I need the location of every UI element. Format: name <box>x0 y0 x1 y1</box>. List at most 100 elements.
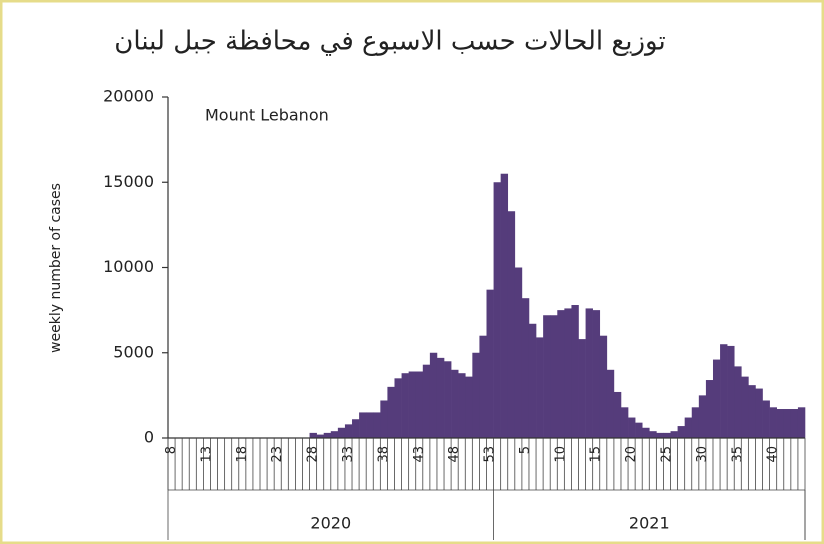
bar <box>359 412 367 438</box>
bar <box>741 376 749 438</box>
bar <box>387 386 395 438</box>
bar <box>797 407 806 438</box>
bar <box>444 361 452 438</box>
x-tick-label: 30 <box>695 446 710 463</box>
bar <box>705 380 714 438</box>
bar <box>613 391 622 438</box>
x-tick-label: 38 <box>376 446 391 463</box>
bar <box>727 345 735 438</box>
x-tick-label: 23 <box>270 446 285 463</box>
x-tick-label: 33 <box>341 446 356 463</box>
bar <box>656 432 664 438</box>
bar <box>635 422 643 438</box>
x-tick-label: 8 <box>164 446 179 454</box>
x-tick-label: 20 <box>624 446 639 463</box>
bar <box>748 385 756 438</box>
x-tick-label: 28 <box>306 446 321 463</box>
bar <box>500 173 509 438</box>
bar <box>472 352 480 438</box>
bar <box>578 339 586 438</box>
bar <box>422 364 431 438</box>
y-tick-label: 0 <box>144 428 154 447</box>
x-tick-label: 15 <box>589 446 604 463</box>
bar <box>309 432 317 438</box>
bar <box>543 315 551 438</box>
group-label: 2021 <box>629 514 670 533</box>
chart-title: توزيع الحالات حسب الاسبوع في محافظة جبل … <box>114 27 665 57</box>
bar <box>479 335 487 438</box>
bar <box>486 289 494 438</box>
bar <box>408 371 417 438</box>
bar <box>415 371 424 438</box>
y-tick-label: 15000 <box>103 172 154 191</box>
bar <box>458 373 466 438</box>
bar <box>401 373 409 438</box>
bar <box>493 182 501 438</box>
bar <box>429 352 438 438</box>
bar <box>734 366 742 438</box>
bar <box>599 335 608 438</box>
bar <box>649 431 657 438</box>
bar <box>691 407 700 438</box>
bar <box>507 211 516 438</box>
bar <box>436 357 445 438</box>
x-tick-label: 13 <box>199 446 214 463</box>
bar <box>663 432 671 438</box>
bar <box>776 409 785 438</box>
bar <box>521 298 530 438</box>
bar <box>451 369 459 438</box>
bar <box>373 412 381 438</box>
x-tick-label: 35 <box>730 446 745 463</box>
bar <box>790 409 799 438</box>
x-tick-label: 48 <box>447 446 462 463</box>
x-tick-label: 40 <box>766 446 781 463</box>
bar <box>720 344 728 438</box>
bar <box>571 305 579 438</box>
x-tick-label: 53 <box>483 446 498 463</box>
bar <box>628 417 636 438</box>
bar <box>755 388 763 438</box>
bar <box>606 369 615 438</box>
x-tick-label: 43 <box>412 446 427 463</box>
bar <box>677 426 685 438</box>
bar <box>465 376 473 438</box>
bar <box>330 431 339 438</box>
x-tick-label: 5 <box>518 446 533 454</box>
group-label: 2020 <box>310 514 351 533</box>
bar <box>783 409 792 438</box>
bar <box>380 400 388 438</box>
y-tick-label: 20000 <box>103 87 154 106</box>
bar <box>557 310 565 438</box>
bar <box>769 407 777 438</box>
annotation: Mount Lebanon <box>205 106 329 125</box>
bar <box>366 412 374 438</box>
bar <box>536 337 544 438</box>
bar <box>712 359 721 438</box>
bar <box>698 395 707 438</box>
x-tick-label: 18 <box>235 446 250 463</box>
bar <box>620 407 629 438</box>
x-tick-label: 25 <box>659 446 674 463</box>
y-axis-label: weekly number of cases <box>48 183 64 353</box>
y-tick-label: 5000 <box>113 342 154 361</box>
bar <box>316 434 325 438</box>
bar <box>352 419 360 438</box>
bar <box>762 400 770 438</box>
bar <box>528 323 537 438</box>
bar <box>684 417 693 438</box>
bar <box>592 310 601 438</box>
y-tick-label: 10000 <box>103 257 154 276</box>
bar <box>394 378 402 438</box>
bar <box>344 424 353 438</box>
bar <box>642 427 650 438</box>
bar <box>564 308 572 438</box>
bar <box>585 308 593 438</box>
bar <box>550 315 558 438</box>
x-tick-label: 10 <box>553 446 568 463</box>
bar <box>323 432 332 438</box>
bar <box>514 267 523 438</box>
bar <box>670 431 678 438</box>
